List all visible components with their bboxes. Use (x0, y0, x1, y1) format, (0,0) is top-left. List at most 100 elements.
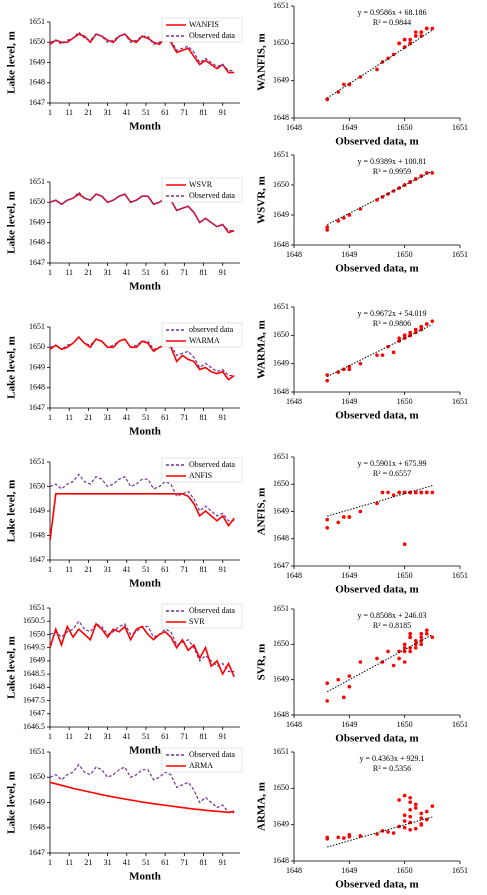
trendline (327, 816, 433, 848)
point (325, 228, 330, 232)
x-tick-label: 21 (84, 565, 92, 574)
x-axis-label: Month (129, 426, 161, 438)
x-tick-label: 1650 (397, 123, 413, 132)
series-line (49, 335, 235, 381)
x-tick-label: 1648 (286, 397, 302, 406)
point (413, 646, 418, 650)
y-tick-label: 1649 (29, 57, 45, 66)
point (336, 219, 341, 223)
y-tick-label: 1648 (273, 534, 289, 543)
y-tick-label: 1651 (29, 322, 45, 331)
x-tick-label: 91 (219, 108, 227, 117)
x-tick-label: 1651 (452, 720, 468, 729)
point (397, 798, 401, 802)
x-tick-label: 61 (161, 732, 169, 741)
y-tick-label: 1646.5 (23, 722, 45, 731)
x-tick-label: 91 (219, 413, 227, 422)
x-tick-label: 71 (180, 108, 188, 117)
x-tick-label: 21 (84, 732, 92, 741)
x-tick-label: 81 (200, 413, 208, 422)
y-tick-label: 1650 (29, 629, 45, 638)
annotation: R² = 0.9806 (373, 319, 411, 328)
point (408, 635, 413, 640)
point (430, 319, 435, 323)
x-tick-label: 71 (180, 732, 188, 741)
y-tick-label: 1650 (29, 481, 45, 490)
point (336, 520, 341, 525)
point (419, 635, 424, 640)
x-tick-label: 61 (161, 413, 169, 422)
y-tick-label: 1647 (29, 709, 45, 718)
point (413, 806, 418, 810)
x-tick-label: 1649 (341, 123, 357, 132)
point (397, 41, 401, 46)
point (397, 339, 401, 343)
x-tick-label: 1648 (286, 250, 302, 259)
x-tick-label: 51 (142, 858, 150, 867)
x-tick-label: 31 (104, 108, 112, 117)
point (408, 37, 413, 42)
series-line (49, 191, 235, 232)
legend-box (161, 17, 243, 43)
legend-label: WANFIS (189, 20, 219, 29)
point (419, 174, 424, 178)
x-tick-label: 51 (142, 413, 150, 422)
y-tick-label: 1651 (273, 302, 289, 311)
legend-label: Observed data (189, 750, 235, 759)
point (358, 361, 363, 366)
y-axis-label: Lake level, m (6, 31, 18, 94)
y-tick-label: 1648 (273, 113, 289, 122)
point (402, 793, 407, 798)
y-tick-label: 1649 (29, 362, 45, 371)
point (419, 490, 424, 495)
point (402, 813, 407, 818)
point (408, 631, 413, 636)
point (347, 515, 352, 519)
legend-label: WSVR (189, 180, 213, 189)
point (408, 330, 413, 335)
y-tick-label: 1648 (29, 682, 45, 691)
point (342, 836, 346, 840)
x-tick-label: 31 (104, 858, 112, 867)
y-tick-label: 1651 (29, 747, 45, 756)
point (413, 490, 418, 495)
y-tick-label: 1648 (29, 823, 45, 832)
y-axis-label: ANFIS, m (256, 488, 268, 536)
annotation: R² = 0.6557 (373, 469, 411, 478)
point (347, 364, 352, 369)
y-tick-label: 1651 (273, 150, 289, 159)
y-tick-label: 1647 (29, 98, 45, 107)
series-line (49, 33, 235, 74)
point (397, 186, 401, 190)
x-tick-label: 1 (48, 268, 52, 277)
point (402, 542, 407, 546)
point (375, 67, 379, 72)
legend-box (161, 603, 243, 629)
y-axis-label: ARMA, m (256, 782, 268, 831)
x-tick-label: 91 (219, 268, 227, 277)
legend-label: Observed data (189, 606, 235, 615)
legend-label: Observed data (189, 460, 235, 469)
point (325, 699, 330, 703)
point (325, 835, 330, 840)
y-tick-label: 1648 (273, 710, 289, 719)
y-tick-label: 1648 (29, 530, 45, 539)
point (402, 642, 407, 647)
x-tick-label: 1651 (452, 571, 468, 580)
x-axis-label: Month (129, 281, 161, 293)
y-tick-label: 1651 (273, 747, 289, 756)
x-tick-label: 1649 (341, 250, 357, 259)
point (419, 30, 424, 34)
x-tick-label: 1648 (286, 123, 302, 132)
x-tick-label: 31 (104, 268, 112, 277)
point (375, 501, 379, 506)
point (419, 811, 424, 816)
point (413, 34, 418, 38)
point (347, 684, 352, 689)
x-tick-label: 61 (161, 268, 169, 277)
point (402, 646, 407, 650)
series-line (49, 763, 235, 814)
point (408, 827, 413, 832)
y-tick-label: 1650 (273, 479, 289, 488)
x-axis-label: Observed data, m (335, 733, 418, 745)
